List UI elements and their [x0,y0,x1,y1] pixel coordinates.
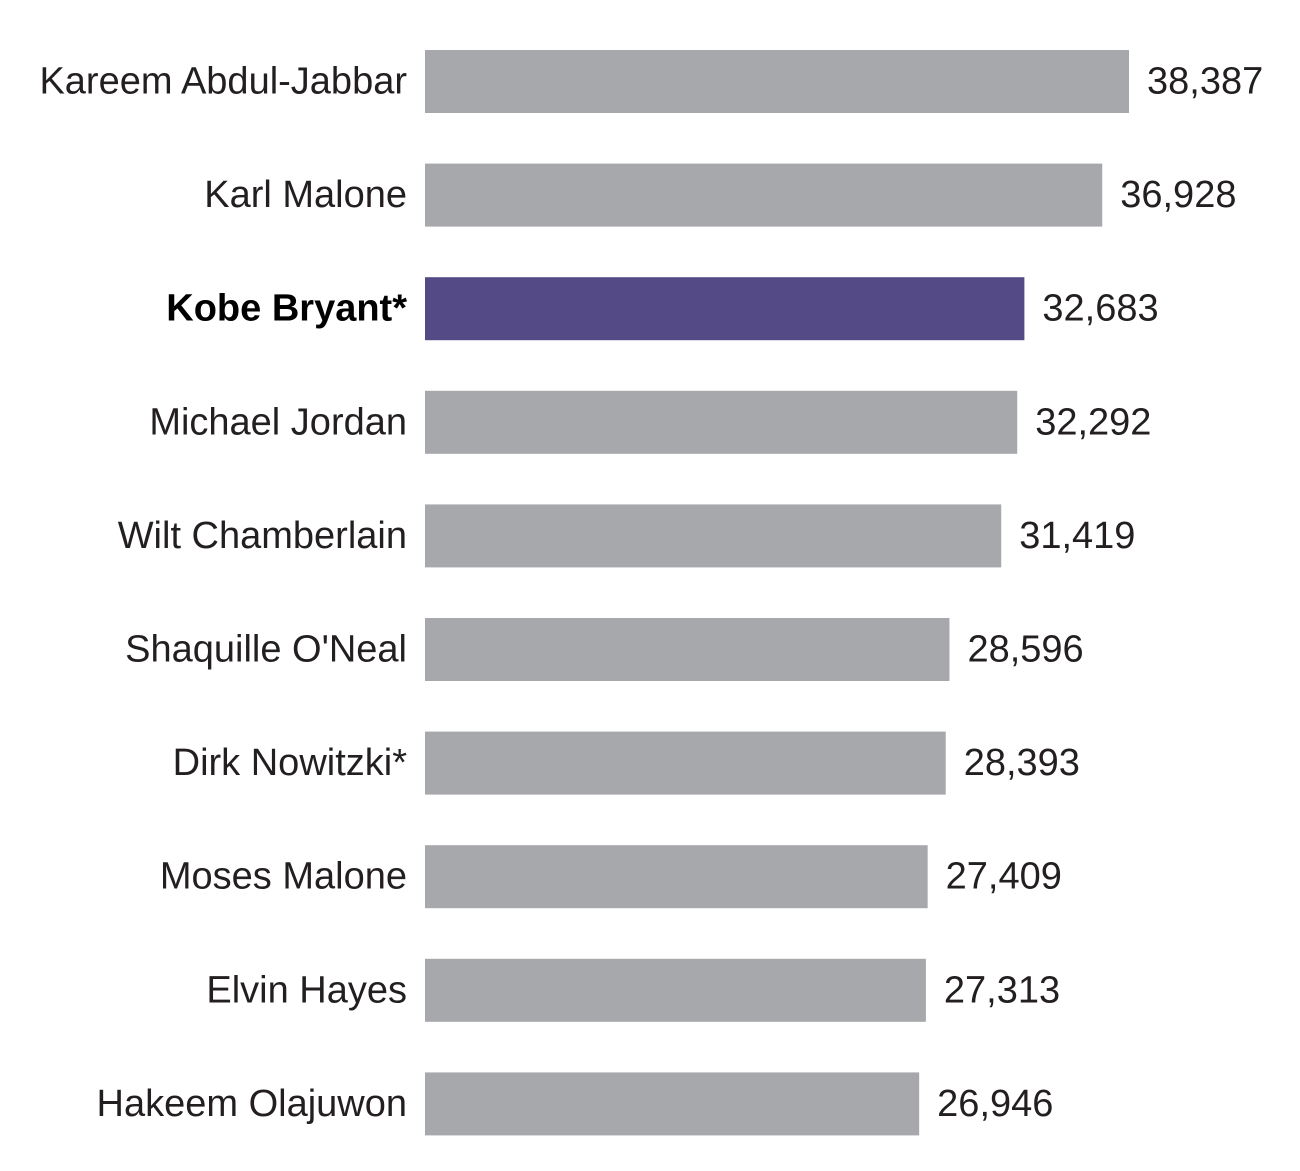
value-label-moses-malone: 27,409 [946,856,1062,898]
category-label-kobe-bryant: Kobe Bryant* [166,288,407,330]
category-label-shaquille-o-neal: Shaquille O'Neal [125,629,407,671]
bar-moses-malone [425,845,928,909]
value-label-kobe-bryant: 32,683 [1042,288,1158,330]
category-label-kareem-abdul-jabbar: Kareem Abdul-Jabbar [39,61,407,103]
value-label-hakeem-olajuwon: 26,946 [937,1083,1053,1125]
category-labels: Kareem Abdul-Jabbar Karl Malone Kobe Bryan… [39,61,407,1125]
bar-michael-jordan [425,390,1018,454]
value-label-elvin-hayes: 27,313 [944,969,1060,1011]
bar-dirk-nowitzki [425,731,946,795]
value-labels: 38,387 36,928 32,683 32,292 31,419 28,596 28,3… [937,61,1263,1125]
value-label-shaquille-o-neal: 28,596 [967,629,1083,671]
category-label-karl-malone: Karl Malone [204,174,407,216]
bar-kareem-abdul-jabbar [425,50,1129,113]
value-label-michael-jordan: 32,292 [1035,401,1151,443]
category-label-hakeem-olajuwon: Hakeem Olajuwon [97,1083,407,1125]
bar-shaquille-o-neal [425,618,950,681]
bar-wilt-chamberlain [425,504,1002,568]
value-label-wilt-chamberlain: 31,419 [1019,515,1135,557]
bars-layer [425,50,1129,1136]
value-label-kareem-abdul-jabbar: 38,387 [1147,61,1263,103]
bar-hakeem-olajuwon [425,1072,920,1136]
category-label-dirk-nowitzki: Dirk Nowitzki* [173,742,408,784]
category-label-elvin-hayes: Elvin Hayes [206,969,407,1011]
value-label-dirk-nowitzki: 28,393 [964,742,1080,784]
bar-karl-malone [425,163,1103,227]
bar-kobe-bryant [425,277,1025,341]
category-label-wilt-chamberlain: Wilt Chamberlain [118,515,407,557]
category-label-moses-malone: Moses Malone [160,856,407,898]
bar-elvin-hayes [425,958,926,1022]
category-label-michael-jordan: Michael Jordan [149,401,407,443]
value-label-karl-malone: 36,928 [1120,174,1236,216]
